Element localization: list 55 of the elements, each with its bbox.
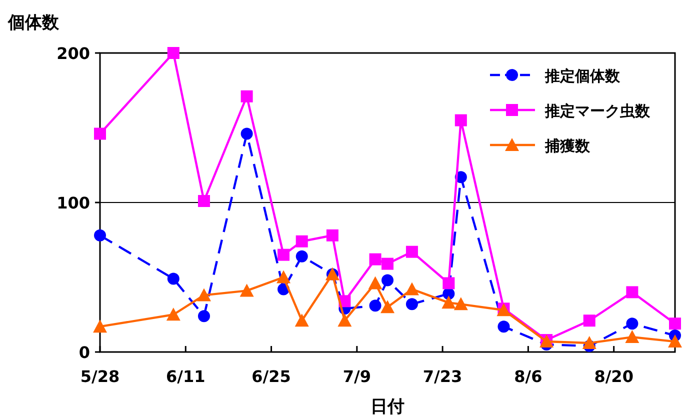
point [583, 314, 596, 327]
point [94, 128, 106, 140]
point [406, 246, 418, 258]
point [94, 229, 106, 242]
point [406, 298, 418, 310]
point [626, 318, 638, 330]
point [669, 318, 681, 330]
x-tick-label: 5/28 [80, 367, 120, 386]
point [294, 314, 309, 327]
x-tick-label: 8/6 [514, 367, 542, 386]
point [240, 90, 253, 102]
point [454, 114, 467, 126]
point [196, 288, 211, 302]
legend-label: 推定マーク虫数 [544, 102, 651, 120]
x-tick-label: 6/11 [166, 367, 206, 386]
point [93, 320, 107, 333]
point [240, 128, 253, 140]
y-axis-title: 個体数 [7, 13, 60, 33]
point [240, 284, 254, 297]
point [382, 274, 394, 286]
x-tick-label: 7/9 [342, 367, 371, 386]
point [278, 248, 290, 261]
point [625, 330, 640, 344]
x-tick-label: 6/25 [252, 367, 291, 386]
point [296, 250, 308, 262]
y-tick-label: 200 [56, 44, 90, 63]
point [368, 276, 382, 290]
point [276, 270, 291, 284]
point [498, 320, 510, 333]
point [454, 297, 468, 310]
point [198, 195, 210, 208]
point [369, 300, 382, 312]
point [626, 286, 638, 298]
point [380, 300, 394, 314]
point [404, 282, 419, 296]
legend-label: 捕獲数 [544, 137, 591, 155]
point [326, 229, 338, 242]
point [338, 314, 352, 327]
y-tick-label: 0 [78, 343, 90, 362]
point [166, 308, 180, 321]
x-tick-label: 7/23 [422, 367, 462, 386]
point [296, 235, 308, 248]
point [369, 253, 382, 266]
point [442, 277, 455, 290]
legend-label: 推定個体数 [544, 67, 621, 85]
x-axis-title: 日付 [370, 397, 404, 417]
x-tick-label: 8/20 [594, 367, 634, 386]
point [198, 310, 210, 322]
point [167, 47, 180, 59]
point [382, 258, 394, 270]
y-tick-label: 100 [56, 194, 90, 212]
point [582, 336, 596, 350]
point [442, 296, 456, 309]
point [167, 272, 180, 285]
point [668, 334, 682, 348]
